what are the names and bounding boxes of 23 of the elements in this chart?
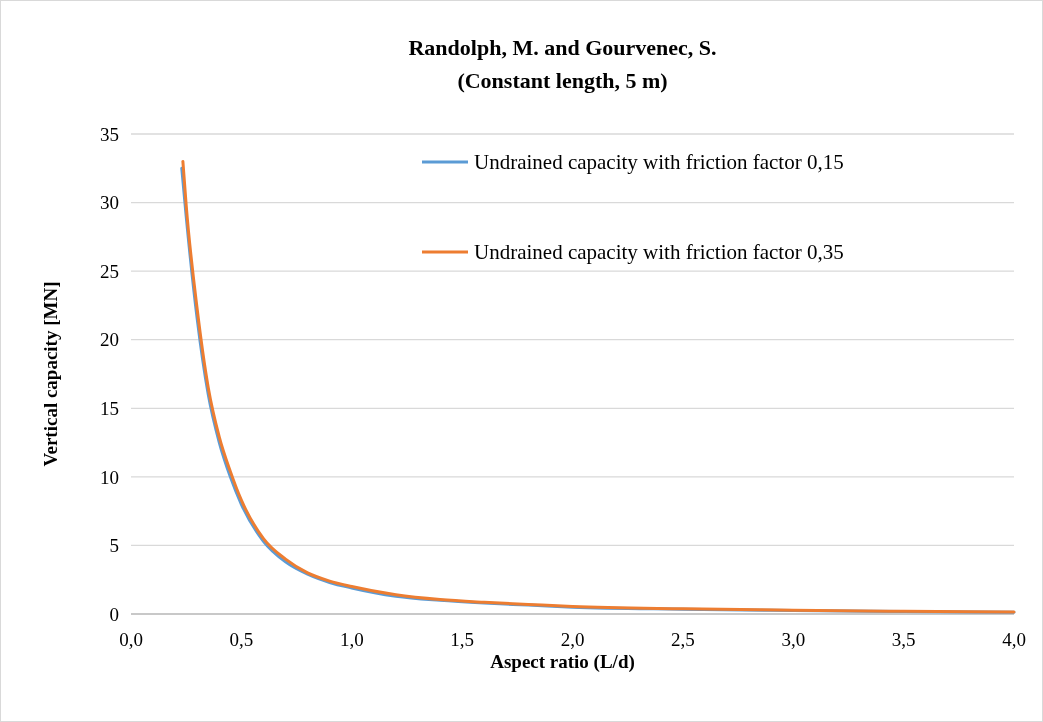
y-tick-label: 25	[100, 260, 119, 282]
y-tick-label: 15	[100, 397, 119, 419]
x-tick-label: 3,0	[781, 629, 806, 650]
x-tick-label: 2,0	[560, 629, 585, 650]
x-tick-label: 1,5	[450, 629, 474, 650]
y-tick-label: 30	[100, 192, 119, 214]
x-tick-label: 2,5	[671, 629, 695, 650]
x-axis-title: Aspect ratio (L/d)	[490, 651, 635, 673]
y-tick-label: 5	[109, 535, 119, 557]
x-tick-label: 1,0	[339, 629, 364, 650]
x-tick-label: 0,0	[119, 629, 143, 650]
chart-title: Randolph, M. and Gourvenec, S.	[408, 35, 717, 60]
x-tick-label: 3,5	[891, 629, 916, 650]
legend-label: Undrained capacity with friction factor 0,15	[474, 150, 844, 175]
legend-label: Undrained capacity with friction factor 0,35	[474, 240, 844, 265]
x-tick-label: 4,0	[1002, 629, 1026, 650]
y-axis-title: Vertical capacity [MN]	[40, 281, 61, 467]
y-tick-label: 20	[100, 329, 119, 351]
x-tick-label: 0,5	[229, 629, 254, 650]
y-tick-label: 10	[100, 466, 119, 488]
y-tick-label: 35	[100, 123, 119, 145]
y-tick-label: 0	[109, 603, 119, 625]
chart-subtitle: (Constant length, 5 m)	[457, 68, 668, 93]
